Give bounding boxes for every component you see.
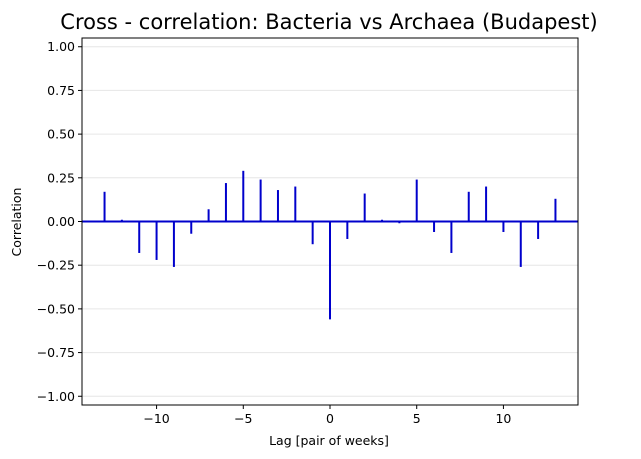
chart-title: Cross - correlation: Bacteria vs Archaea… [60, 10, 597, 34]
y-tick-label: 0.00 [47, 214, 75, 229]
y-tick-label: 0.25 [47, 170, 75, 185]
stems [103, 170, 557, 320]
y-tick-label: −0.75 [37, 345, 75, 360]
y-tick-label: −0.50 [37, 301, 75, 316]
axis-ticks: −1.00 −0.75 −0.50 −0.25 0.00 0.25 0.50 0.75 1.00… [37, 39, 512, 426]
x-axis-label: Lag [pair of weeks] [269, 433, 389, 448]
y-axis-label: Correlation [9, 188, 24, 257]
x-tick-label: −5 [234, 411, 252, 426]
x-tick-label: −10 [143, 411, 169, 426]
x-tick-label: 10 [495, 411, 511, 426]
y-tick-label: 0.50 [47, 127, 75, 142]
x-tick-label: 0 [326, 411, 334, 426]
y-tick-label: −0.25 [37, 258, 75, 273]
y-tick-label: 0.75 [47, 83, 75, 98]
y-tick-label: 1.00 [47, 39, 75, 54]
x-tick-label: 5 [413, 411, 421, 426]
y-tick-label: −1.00 [37, 389, 75, 404]
